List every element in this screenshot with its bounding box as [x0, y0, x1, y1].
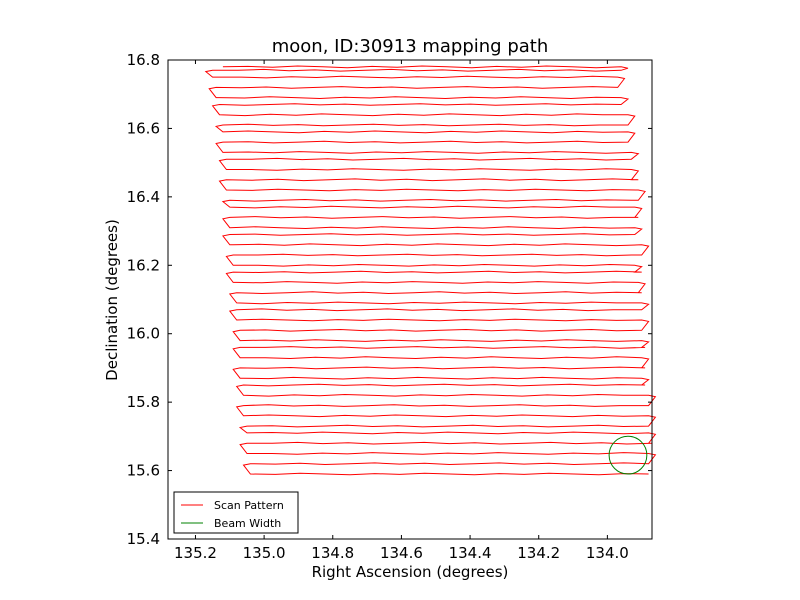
- y-tick-label: 16.0: [127, 325, 160, 343]
- plot-area: [167, 59, 657, 540]
- scan-pattern-series: [204, 65, 657, 476]
- y-axis-label: Declination (degrees): [103, 219, 121, 381]
- x-tick-label: 135.0: [243, 544, 286, 562]
- legend-box: [173, 491, 299, 534]
- chart-title: moon, ID:30913 mapping path: [272, 36, 549, 57]
- beam-width-series: [608, 435, 648, 475]
- y-tick-label: 15.6: [127, 462, 160, 480]
- x-tick-label: 134.8: [311, 544, 354, 562]
- scan-pattern-line: [204, 65, 657, 476]
- plot-frame: [167, 59, 653, 540]
- y-tick-label: 16.8: [127, 51, 160, 69]
- x-tick-label: 135.2: [174, 544, 217, 562]
- y-tick-label: 16.2: [127, 256, 160, 274]
- x-tick-label: 134.2: [517, 544, 560, 562]
- plot-background: [168, 60, 652, 539]
- x-tick-label: 134.0: [586, 544, 629, 562]
- y-tick-label: 16.4: [127, 188, 160, 206]
- legend-label-scan-pattern: Scan Pattern: [214, 499, 284, 512]
- x-axis-label: Right Ascension (degrees): [312, 563, 509, 581]
- x-axis-ticks: 135.2 135.0 134.8 134.6 134.4 134.2 134.0: [174, 60, 629, 562]
- y-tick-label: 15.8: [127, 393, 160, 411]
- x-tick-label: 134.4: [449, 544, 492, 562]
- y-tick-label: 16.6: [127, 119, 160, 137]
- legend-label-beam-width: Beam Width: [214, 517, 281, 530]
- x-tick-label: 134.6: [380, 544, 423, 562]
- y-axis-ticks: 15.4 15.6 15.8 16.0 16.2 16.4 16.6 16.8: [127, 51, 652, 548]
- y-tick-label: 15.4: [127, 530, 160, 548]
- beam-width-circle: [608, 435, 648, 475]
- legend: Scan Pattern Beam Width: [173, 491, 299, 534]
